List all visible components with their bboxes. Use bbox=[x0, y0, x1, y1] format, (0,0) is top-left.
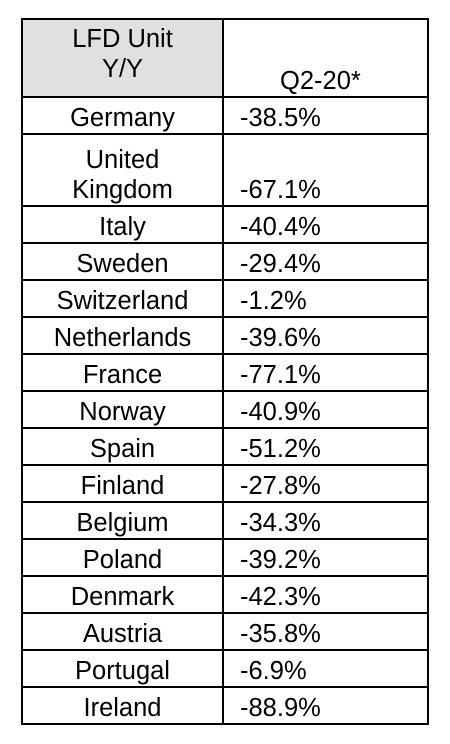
table-row: United Kingdom -67.1% bbox=[21, 133, 429, 207]
country-label: United Kingdom bbox=[72, 146, 173, 204]
country-cell: Switzerland bbox=[21, 279, 224, 318]
table-row: Spain -51.2% bbox=[21, 427, 429, 466]
country-label: Ireland bbox=[83, 694, 162, 722]
country-label: Norway bbox=[79, 398, 166, 426]
country-cell: United Kingdom bbox=[21, 133, 224, 207]
country-label: Netherlands bbox=[53, 324, 192, 352]
header-metric-line1: LFD Unit bbox=[72, 25, 173, 53]
value-cell: -27.8% bbox=[222, 464, 429, 503]
country-label: Denmark bbox=[70, 583, 175, 611]
header-metric-line2: Y/Y bbox=[101, 55, 144, 83]
value-cell: -38.5% bbox=[222, 96, 429, 135]
country-cell: Italy bbox=[21, 205, 224, 244]
table-row: Italy -40.4% bbox=[21, 205, 429, 244]
table-row: Germany -38.5% bbox=[21, 96, 429, 135]
country-cell: Belgium bbox=[21, 501, 224, 540]
value-cell: -40.4% bbox=[222, 205, 429, 244]
value-cell: -88.9% bbox=[222, 686, 429, 725]
country-label: Italy bbox=[99, 213, 146, 241]
country-label: Finland bbox=[80, 472, 165, 500]
country-cell: Netherlands bbox=[21, 316, 224, 355]
country-cell: Portugal bbox=[21, 649, 224, 688]
value-cell: -39.6% bbox=[222, 316, 429, 355]
country-cell: Sweden bbox=[21, 242, 224, 281]
country-label: Switzerland bbox=[56, 287, 189, 315]
country-label: Portugal bbox=[75, 657, 170, 685]
table-row: Norway -40.9% bbox=[21, 390, 429, 429]
value-cell: -77.1% bbox=[222, 353, 429, 392]
header-period-label: Q2-20* bbox=[280, 67, 361, 95]
country-label: Spain bbox=[89, 435, 156, 463]
table-row: Ireland -88.9% bbox=[21, 686, 429, 725]
table-row: France -77.1% bbox=[21, 353, 429, 392]
country-label: Austria bbox=[82, 620, 163, 648]
table-row: Netherlands -39.6% bbox=[21, 316, 429, 355]
table-row: Finland -27.8% bbox=[21, 464, 429, 503]
country-cell: France bbox=[21, 353, 224, 392]
country-cell: Denmark bbox=[21, 575, 224, 614]
country-label: Sweden bbox=[76, 250, 169, 278]
table-row: Belgium -34.3% bbox=[21, 501, 429, 540]
value-cell: -39.2% bbox=[222, 538, 429, 577]
country-cell: Ireland bbox=[21, 686, 224, 725]
value-cell: -51.2% bbox=[222, 427, 429, 466]
value-cell: -1.2% bbox=[222, 279, 429, 318]
value-cell: -35.8% bbox=[222, 612, 429, 651]
country-label: Belgium bbox=[76, 509, 169, 537]
value-cell: -40.9% bbox=[222, 390, 429, 429]
country-label: France bbox=[82, 361, 163, 389]
header-metric-cell: LFD Unit Y/Y bbox=[21, 18, 224, 98]
country-cell: Austria bbox=[21, 612, 224, 651]
country-cell: Spain bbox=[21, 427, 224, 466]
table-header-row: LFD Unit Y/Y Q2-20* bbox=[21, 18, 429, 98]
header-period-cell: Q2-20* bbox=[222, 18, 429, 98]
table-row: Portugal -6.9% bbox=[21, 649, 429, 688]
country-cell: Norway bbox=[21, 390, 224, 429]
country-cell: Germany bbox=[21, 96, 224, 135]
value-cell: -29.4% bbox=[222, 242, 429, 281]
country-cell: Poland bbox=[21, 538, 224, 577]
table-row: Poland -39.2% bbox=[21, 538, 429, 577]
table-row: Sweden -29.4% bbox=[21, 242, 429, 281]
country-cell: Finland bbox=[21, 464, 224, 503]
lfd-unit-table: LFD Unit Y/Y Q2-20* Germany -38.5% United … bbox=[21, 18, 429, 725]
value-cell: -67.1% bbox=[222, 133, 429, 207]
country-label: Poland bbox=[82, 546, 163, 574]
value-cell: -42.3% bbox=[222, 575, 429, 614]
value-cell: -6.9% bbox=[222, 649, 429, 688]
table-row: Denmark -42.3% bbox=[21, 575, 429, 614]
country-label: Germany bbox=[70, 104, 175, 132]
value-cell: -34.3% bbox=[222, 501, 429, 540]
table-body: LFD Unit Y/Y Q2-20* Germany -38.5% United … bbox=[21, 18, 429, 725]
table-row: Austria -35.8% bbox=[21, 612, 429, 651]
table-row: Switzerland -1.2% bbox=[21, 279, 429, 318]
